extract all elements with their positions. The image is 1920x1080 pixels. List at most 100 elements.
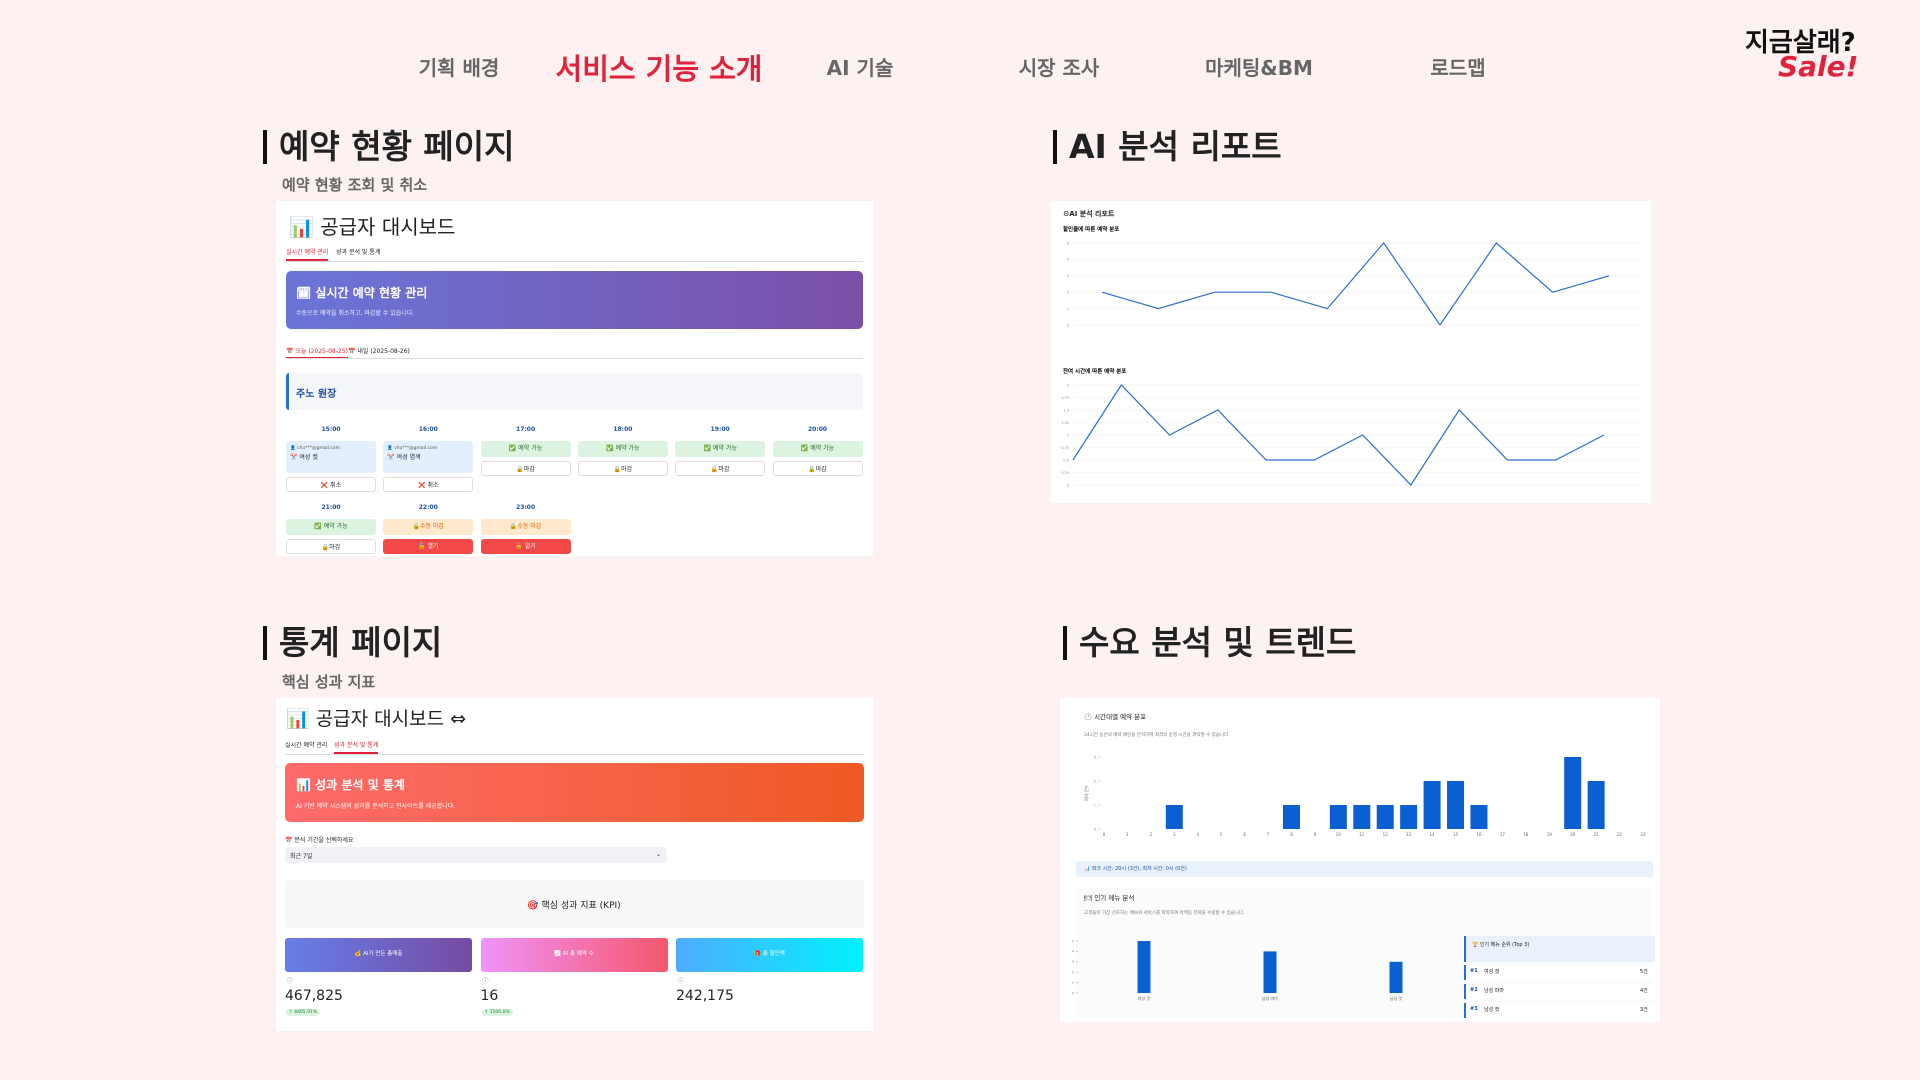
x-tick-label: 16 — [1476, 832, 1482, 837]
y-tick-label: 0.75 — [1061, 446, 1069, 450]
dash-header: 📊 공급자 대시보드 ⇔ — [286, 708, 467, 730]
nav-item[interactable]: 서비스 기능 소개 — [555, 52, 763, 86]
x-tick-label: 10 — [1336, 832, 1342, 837]
banner-desc: AI 기반 예약 시스템의 성과를 분석하고 인사이트를 제공합니다. — [296, 803, 456, 810]
nav-item[interactable]: 마케팅&BM — [1205, 56, 1313, 80]
x-tick-label: 2 — [1150, 832, 1153, 837]
nav-item[interactable]: AI 기술 — [826, 56, 894, 80]
panel-subtitle: 예약 현황 조회 및 취소 — [282, 176, 428, 194]
store-name: 주노 원장 — [296, 389, 337, 400]
bar — [1329, 805, 1347, 829]
rank-count: 3건 — [1640, 1007, 1648, 1013]
banner-title: 📊 성과 분석 및 통계 — [296, 778, 405, 792]
panel-title: 수요 분석 및 트렌드 — [1063, 626, 1356, 660]
bar — [1470, 805, 1488, 829]
y-tick-label: 1 — [1067, 433, 1069, 437]
banner-title: 🗓 실시간 예약 현황 관리 — [296, 286, 428, 300]
x-tick-label: 17 — [1500, 832, 1506, 837]
section-desc: 고객들이 가장 선호하는 메뉴와 서비스를 파악하여 마케팅 전략을 수립할 수… — [1084, 911, 1245, 916]
nav-item[interactable]: 기획 배경 — [418, 56, 500, 80]
period-select[interactable] — [285, 847, 667, 863]
info-icon: ⓘ — [678, 978, 685, 985]
rank-no: #2 — [1470, 987, 1478, 993]
kpi-value: 16 — [480, 988, 499, 1004]
bar — [1263, 951, 1277, 993]
rank-name: 남성 파마 — [1484, 988, 1504, 994]
slot-status: 🔒수동 마감 — [383, 519, 474, 535]
bar — [1282, 805, 1300, 829]
peak-info: 📊 피크 시간: 20시 (3건), 최저 시간: 0시 (0건) — [1084, 866, 1187, 872]
bar — [1423, 781, 1441, 829]
chart-title: 할인율에 따른 예약 분포 — [1063, 225, 1119, 233]
x-tick-label: 19 — [1547, 832, 1553, 837]
x-tick-label: 1 — [1126, 832, 1129, 837]
slot-button[interactable]: 🔒마감 — [480, 461, 571, 476]
x-tick-label: 4 — [1196, 832, 1199, 837]
nav-item[interactable]: 시장 조사 — [1018, 56, 1100, 80]
slot-time: 21:00 — [321, 504, 341, 511]
slot-button[interactable]: 🔒마감 — [286, 539, 376, 554]
bar — [1165, 805, 1183, 829]
slot-status: ✅ 예약 가능 — [675, 441, 766, 457]
slot-button[interactable]: ❌ 취소 — [286, 477, 376, 492]
y-tick-label: 2 — [1067, 291, 1069, 295]
tab-divider — [285, 754, 864, 755]
rank-name: 남성 컷 — [1484, 1007, 1500, 1013]
slot-time: 15:00 — [321, 426, 341, 433]
kpi-card: 📈 AI 총 예약 수 — [480, 938, 668, 972]
slot-button[interactable]: 🔒마감 — [577, 461, 668, 476]
bar — [1353, 805, 1371, 829]
bar — [1376, 805, 1394, 829]
y-tick-label: 1 — [1067, 307, 1069, 311]
y-tick-label: 0.25 — [1061, 471, 1069, 475]
date-tab[interactable]: 📅 오늘 (2025-08-25) — [286, 346, 348, 358]
bar — [1400, 805, 1418, 829]
y-tick-label: 1 — [1072, 981, 1074, 985]
x-tick-label: 13 — [1406, 832, 1412, 837]
date-tab[interactable]: 📅 내일 (2025-08-26) — [348, 348, 410, 355]
section-desc: 24시간 동안의 예약 패턴을 분석하여 최적의 운영 시간을 파악할 수 있습… — [1084, 733, 1230, 738]
banner-desc: 수동으로 예약을 취소하고, 마감할 수 있습니다. — [296, 310, 415, 317]
line-series — [1072, 384, 1605, 486]
chart-title: 잔여 시간에 따른 예약 분포 — [1063, 367, 1126, 375]
bar — [1564, 757, 1582, 829]
panel-title: 예약 현황 페이지 — [263, 130, 515, 164]
slot-service: ✂️ 여성 컷 — [290, 454, 318, 461]
y-tick-label: 4 — [1072, 950, 1075, 954]
slot-button[interactable]: 🔒마감 — [772, 461, 863, 476]
y-tick-label: 0 — [1067, 483, 1069, 487]
y-axis-label: 예약 건수 — [1083, 785, 1089, 801]
y-tick-label: 0 — [1094, 827, 1096, 831]
tab[interactable]: 성과 분석 및 통계 — [336, 249, 381, 256]
y-tick-label: 3 — [1094, 755, 1096, 759]
x-tick-label: 23 — [1640, 832, 1646, 837]
x-tick-label: 18 — [1523, 832, 1529, 837]
ranking-header — [1464, 936, 1655, 962]
section-title: 🍽 인기 메뉴 분석 — [1084, 894, 1135, 902]
slot-button[interactable]: ❌ 취소 — [383, 477, 474, 492]
x-tick-label: 14 — [1430, 832, 1436, 837]
nav-item[interactable]: 로드맵 — [1430, 56, 1486, 80]
slot-button[interactable]: 🔒마감 — [675, 461, 766, 476]
screenshot-statistics: 📊 공급자 대시보드 ⇔ 실시간 예약 관리 성과 분석 및 통계 📊 성과 분… — [276, 698, 873, 1031]
slot-time: 23:00 — [516, 504, 536, 511]
rank-no: #1 — [1470, 968, 1478, 974]
kpi-title: 🎯 핵심 성과 지표 (KPI) — [527, 901, 621, 911]
y-tick-label: 3 — [1072, 960, 1074, 964]
slot-time: 16:00 — [418, 426, 438, 433]
slot-time: 18:00 — [613, 426, 633, 433]
slot-button[interactable]: 🔓 열기 — [383, 539, 474, 554]
tab-divider — [286, 261, 863, 262]
logo-line1: 지금살래? — [1745, 28, 1856, 58]
tab[interactable]: 성과 분석 및 통계 — [334, 740, 379, 754]
y-tick-label: 1.5 — [1063, 408, 1069, 412]
ranking-title: 🏆 인기 메뉴 순위 (Top 3) — [1472, 942, 1530, 948]
slot-button[interactable]: 🔓 열기 — [480, 539, 571, 554]
x-tick-label: 3 — [1173, 832, 1176, 837]
tab[interactable]: 실시간 예약 관리 — [286, 247, 329, 261]
bar — [1389, 961, 1403, 993]
period-value: 최근 7일 — [290, 853, 313, 860]
tab[interactable]: 실시간 예약 관리 — [285, 742, 328, 749]
